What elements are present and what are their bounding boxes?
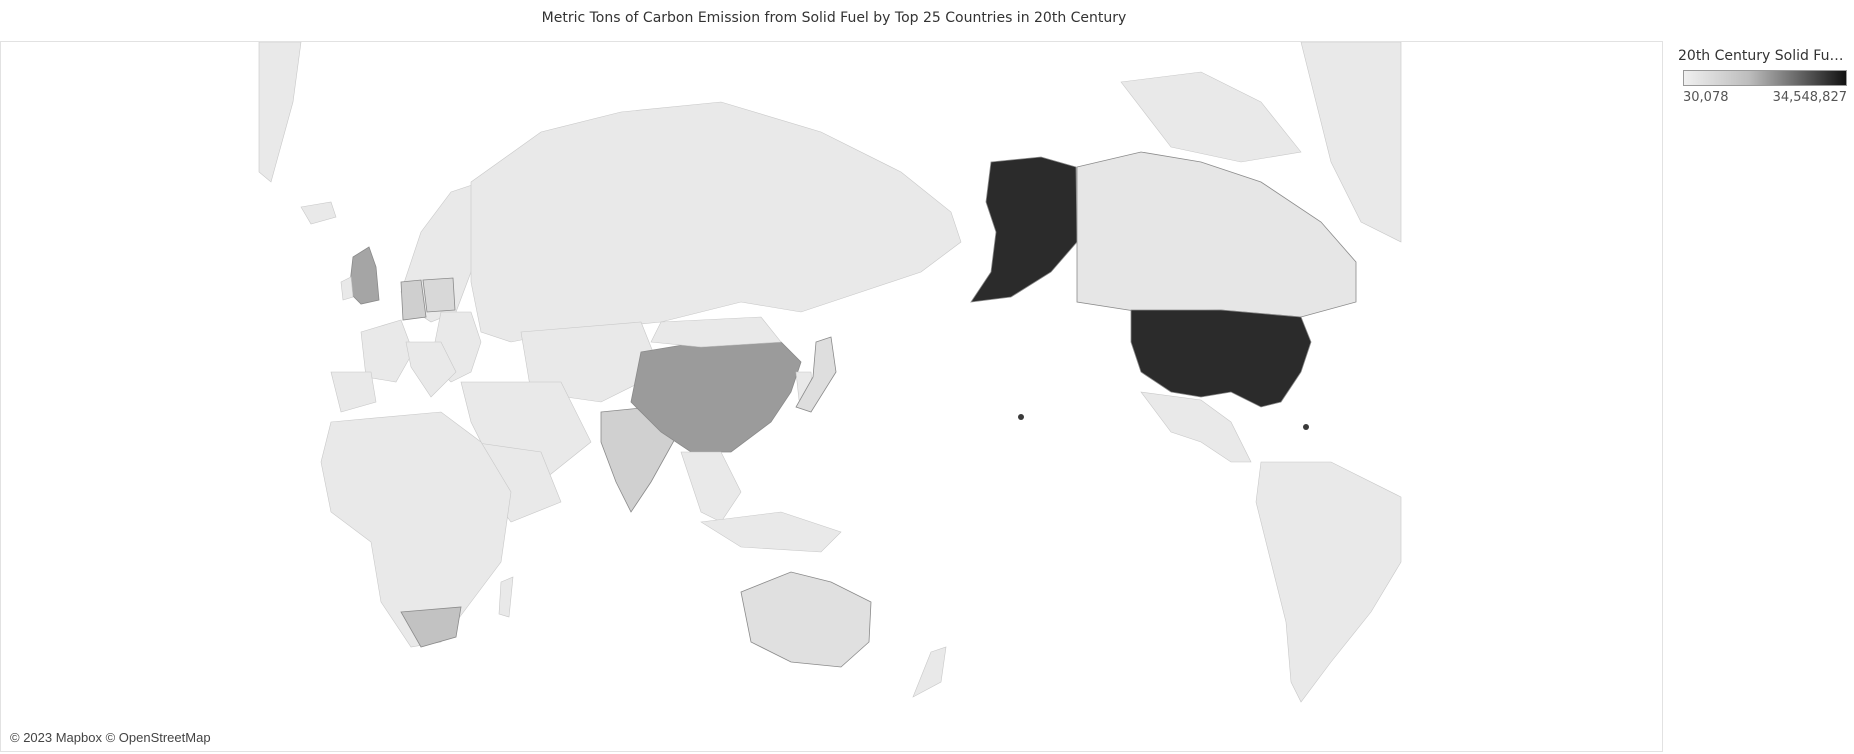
country-usa — [1130, 309, 1312, 408]
color-legend: 20th Century Solid Fuel.. 30,078 34,548,… — [1678, 48, 1850, 105]
country-canada — [1076, 151, 1357, 318]
legend-min-label: 30,078 — [1683, 90, 1729, 105]
country-australia — [740, 571, 872, 668]
country-poland — [422, 277, 456, 313]
legend-max-label: 34,548,827 — [1772, 90, 1847, 105]
legend-gradient-bar — [1683, 70, 1847, 86]
map-attribution[interactable]: © 2023 Mapbox © OpenStreetMap — [10, 730, 211, 745]
land-iceland — [300, 201, 337, 225]
land-iberia — [330, 371, 377, 413]
legend-title[interactable]: 20th Century Solid Fuel.. — [1678, 48, 1850, 64]
cuba-marker — [1303, 424, 1309, 430]
country-usa-alaska — [970, 156, 1078, 303]
land-greenland-west — [258, 42, 302, 183]
land-greenland-east — [1300, 42, 1402, 243]
land-canada-arctic — [1120, 71, 1302, 163]
land-indonesia — [700, 511, 842, 553]
country-japan — [795, 336, 837, 413]
land-madagascar — [498, 576, 514, 618]
land-france — [360, 319, 414, 383]
land-italy-balkans — [405, 341, 457, 398]
map-title: Metric Tons of Carbon Emission from Soli… — [541, 10, 1127, 26]
hawaii-marker — [1018, 414, 1024, 420]
land-mexico-central-america — [1140, 391, 1252, 463]
land-mongolia — [650, 316, 782, 348]
country-germany — [400, 279, 427, 321]
land-south-america — [1255, 461, 1402, 703]
land-new-zealand — [912, 646, 947, 698]
land-africa — [320, 411, 512, 648]
country-south-africa — [400, 606, 462, 648]
country-uk — [348, 246, 380, 305]
map-view[interactable]: © 2023 Mapbox © OpenStreetMap — [0, 41, 1663, 752]
land-ireland — [340, 276, 354, 301]
world-map[interactable] — [1, 42, 1663, 752]
land-southeast-asia — [680, 451, 742, 523]
land-russia — [470, 101, 962, 343]
